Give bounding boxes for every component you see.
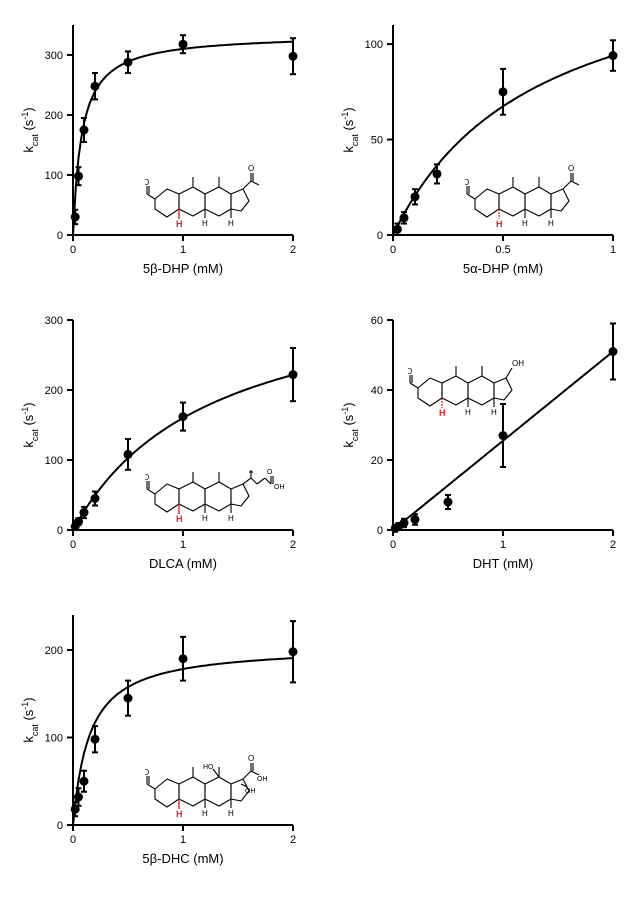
svg-text:0: 0 xyxy=(390,539,396,551)
svg-text:0: 0 xyxy=(57,820,63,832)
panel-dhp5b: 01201002003005β-DHP (mM)kcat (s-1) O H H xyxy=(15,15,305,285)
svg-text:0: 0 xyxy=(70,244,76,256)
svg-text:0: 0 xyxy=(57,525,63,537)
svg-text:0: 0 xyxy=(70,539,76,551)
svg-text:5α-DHP (mM): 5α-DHP (mM) xyxy=(463,261,543,276)
svg-text:DLCA (mM): DLCA (mM) xyxy=(149,556,217,571)
panel-dlca: 0120100200300DLCA (mM)kcat (s-1) O H H xyxy=(15,310,305,580)
panel-dht: 0120204060DHT (mM)kcat (s-1) O H H OHH xyxy=(335,310,625,580)
svg-text:300: 300 xyxy=(45,50,63,62)
kinetics-figure: 01201002003005β-DHP (mM)kcat (s-1) O H H xyxy=(0,0,635,899)
svg-text:0: 0 xyxy=(390,244,396,256)
svg-text:kcat (s-1): kcat (s-1) xyxy=(340,402,360,447)
svg-text:1: 1 xyxy=(180,539,186,551)
svg-text:1: 1 xyxy=(180,834,186,846)
svg-text:1: 1 xyxy=(180,244,186,256)
svg-text:5β-DHP (mM): 5β-DHP (mM) xyxy=(143,261,223,276)
svg-text:60: 60 xyxy=(371,315,383,327)
svg-text:50: 50 xyxy=(371,135,383,147)
svg-text:1: 1 xyxy=(610,244,616,256)
svg-text:20: 20 xyxy=(371,455,383,467)
panel-dhc5b: 01201002005β-DHC (mM)kcat (s-1) O H H xyxy=(15,605,305,875)
svg-text:0.5: 0.5 xyxy=(495,244,510,256)
svg-text:200: 200 xyxy=(45,385,63,397)
svg-text:2: 2 xyxy=(610,539,616,551)
svg-text:300: 300 xyxy=(45,315,63,327)
svg-text:100: 100 xyxy=(45,455,63,467)
svg-text:DHT (mM): DHT (mM) xyxy=(473,556,533,571)
svg-text:kcat (s-1): kcat (s-1) xyxy=(20,107,40,152)
svg-text:0: 0 xyxy=(377,230,383,242)
svg-text:0: 0 xyxy=(57,230,63,242)
svg-text:100: 100 xyxy=(365,39,383,51)
svg-text:1: 1 xyxy=(500,539,506,551)
svg-text:0: 0 xyxy=(377,525,383,537)
svg-text:40: 40 xyxy=(371,385,383,397)
svg-text:200: 200 xyxy=(45,110,63,122)
svg-text:2: 2 xyxy=(290,244,296,256)
svg-text:kcat (s-1): kcat (s-1) xyxy=(20,697,40,742)
svg-text:kcat (s-1): kcat (s-1) xyxy=(20,402,40,447)
svg-text:100: 100 xyxy=(45,733,63,745)
svg-text:2: 2 xyxy=(290,834,296,846)
svg-text:0: 0 xyxy=(70,834,76,846)
svg-text:2: 2 xyxy=(290,539,296,551)
panel-dhp5a: 00.510501005α-DHP (mM)kcat (s-1) O H H xyxy=(335,15,625,285)
svg-text:5β-DHC (mM): 5β-DHC (mM) xyxy=(142,851,223,866)
svg-text:kcat (s-1): kcat (s-1) xyxy=(340,107,360,152)
svg-text:100: 100 xyxy=(45,170,63,182)
svg-text:200: 200 xyxy=(45,645,63,657)
